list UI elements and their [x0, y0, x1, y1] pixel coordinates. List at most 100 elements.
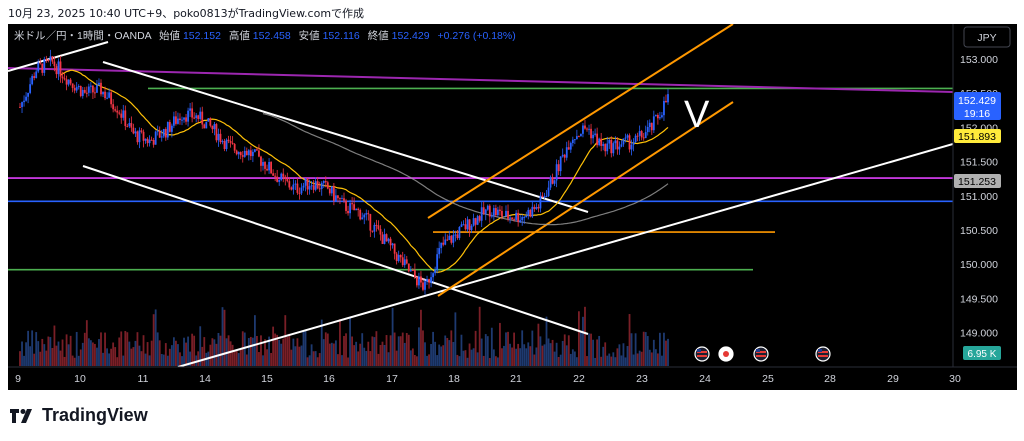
volume-bar	[490, 327, 493, 366]
candle-body	[260, 156, 262, 166]
candle-body	[626, 135, 629, 138]
volume-bar	[187, 336, 189, 366]
volume-bar	[523, 344, 526, 366]
volume-bar	[288, 333, 291, 366]
candle-body	[434, 269, 437, 274]
volume-bar	[318, 353, 321, 366]
ascending-support-line	[177, 143, 953, 367]
volume-bar	[416, 356, 418, 366]
candle-body	[81, 89, 84, 97]
time-tick-label: 23	[636, 373, 648, 385]
volume-bar	[213, 339, 216, 366]
candle-body	[286, 179, 289, 182]
volume-bar	[628, 314, 631, 366]
candle-body	[533, 206, 536, 210]
volume-bar	[418, 327, 420, 366]
candle-body	[490, 215, 493, 217]
us-flag-event-icon[interactable]	[815, 346, 831, 362]
price-chart[interactable]: V 米ドル／円・1時間・OANDA 始値 152.152 高値 152.458 …	[8, 24, 1017, 390]
candle-body	[466, 219, 469, 230]
volume-bar	[294, 346, 297, 366]
volume-bar	[35, 332, 38, 366]
jp-flag-event-icon[interactable]	[718, 346, 734, 362]
change-value: +0.276 (+0.18%)	[438, 30, 516, 42]
volume-bar	[638, 350, 641, 366]
volume-bar	[476, 352, 479, 366]
candle-body	[559, 156, 562, 172]
volume-bar	[254, 315, 256, 366]
candle-body	[179, 118, 181, 120]
candle-body	[503, 216, 505, 218]
candle-body	[553, 180, 556, 184]
candle-body	[160, 136, 163, 138]
volume-bar	[258, 352, 260, 366]
candle-body	[332, 186, 335, 201]
moving-averages	[60, 69, 669, 274]
candle-body	[355, 208, 358, 211]
volume-bar	[217, 332, 220, 366]
candle-body	[545, 195, 548, 197]
candle-body	[67, 79, 70, 85]
candle-body	[614, 140, 617, 144]
volume-bar	[53, 325, 56, 366]
candle-body	[138, 130, 141, 143]
candle-body	[193, 117, 196, 119]
volume-bar	[353, 345, 356, 366]
volume-bar	[355, 341, 358, 366]
volume-bar	[586, 356, 588, 366]
candle-body	[130, 123, 133, 128]
volume-bar	[173, 337, 175, 366]
volume-bar	[306, 357, 309, 366]
candle-body	[225, 139, 228, 150]
time-tick-label: 21	[510, 373, 522, 385]
chart-area[interactable]: V 米ドル／円・1時間・OANDA 始値 152.152 高値 152.458 …	[8, 24, 1017, 390]
candle-body	[324, 180, 327, 183]
volume-bar	[448, 340, 451, 366]
candle-body	[164, 128, 167, 138]
volume-bar	[608, 353, 611, 366]
symbol-label: 米ドル／円・1時間・OANDA	[14, 29, 152, 42]
candle-body	[557, 164, 560, 172]
volume-bar	[89, 340, 92, 366]
volume-badge: 6.95 K	[963, 346, 1001, 360]
volume-bar	[393, 332, 396, 366]
volume-bar	[610, 356, 613, 366]
candle-body	[316, 181, 319, 189]
price-tick-label: 150.000	[960, 259, 998, 271]
us-flag-event-icon[interactable]	[694, 346, 710, 362]
volume-bar	[438, 344, 441, 366]
volume-bar	[401, 332, 404, 366]
volume-bar	[547, 338, 550, 366]
candle-body	[118, 112, 121, 114]
candle-body	[120, 113, 123, 118]
volume-bar	[458, 356, 461, 366]
volume-bar	[411, 348, 414, 366]
us-flag-event-icon[interactable]	[753, 346, 769, 362]
economic-events[interactable]	[694, 346, 831, 362]
volume-bar	[497, 357, 499, 366]
open-value: 152.152	[183, 30, 221, 42]
volume-bar	[640, 351, 643, 366]
time-axis[interactable]: 9 10 11 14 15 16 17 18 21 22 23 24 25 28 29 30	[15, 373, 961, 385]
candle-body	[494, 208, 497, 216]
candle-body	[122, 110, 125, 118]
svg-text:米ドル／円・1時間・OANDA 始値: 米ドル／円・1時間・OANDA 始値 152.152 高値 152.458 安値…	[14, 29, 516, 42]
volume-bar	[154, 309, 157, 366]
volume-bar	[102, 352, 104, 366]
volume-bar	[229, 341, 232, 366]
candle-body	[251, 151, 254, 157]
candle-body	[53, 61, 56, 67]
candle-body	[432, 273, 434, 278]
volume-bar	[413, 354, 416, 366]
volume-bar	[553, 351, 556, 366]
candle-body	[312, 185, 315, 190]
volume-bar	[138, 345, 141, 366]
candle-body	[215, 124, 218, 141]
candle-body	[272, 173, 275, 176]
currency-button[interactable]: JPY	[963, 26, 1011, 48]
volume-bar	[197, 351, 200, 366]
price-tick-label: 149.500	[960, 293, 998, 305]
candle-body	[596, 133, 599, 146]
time-tick-label: 14	[199, 373, 211, 385]
volume-bar	[405, 332, 408, 366]
